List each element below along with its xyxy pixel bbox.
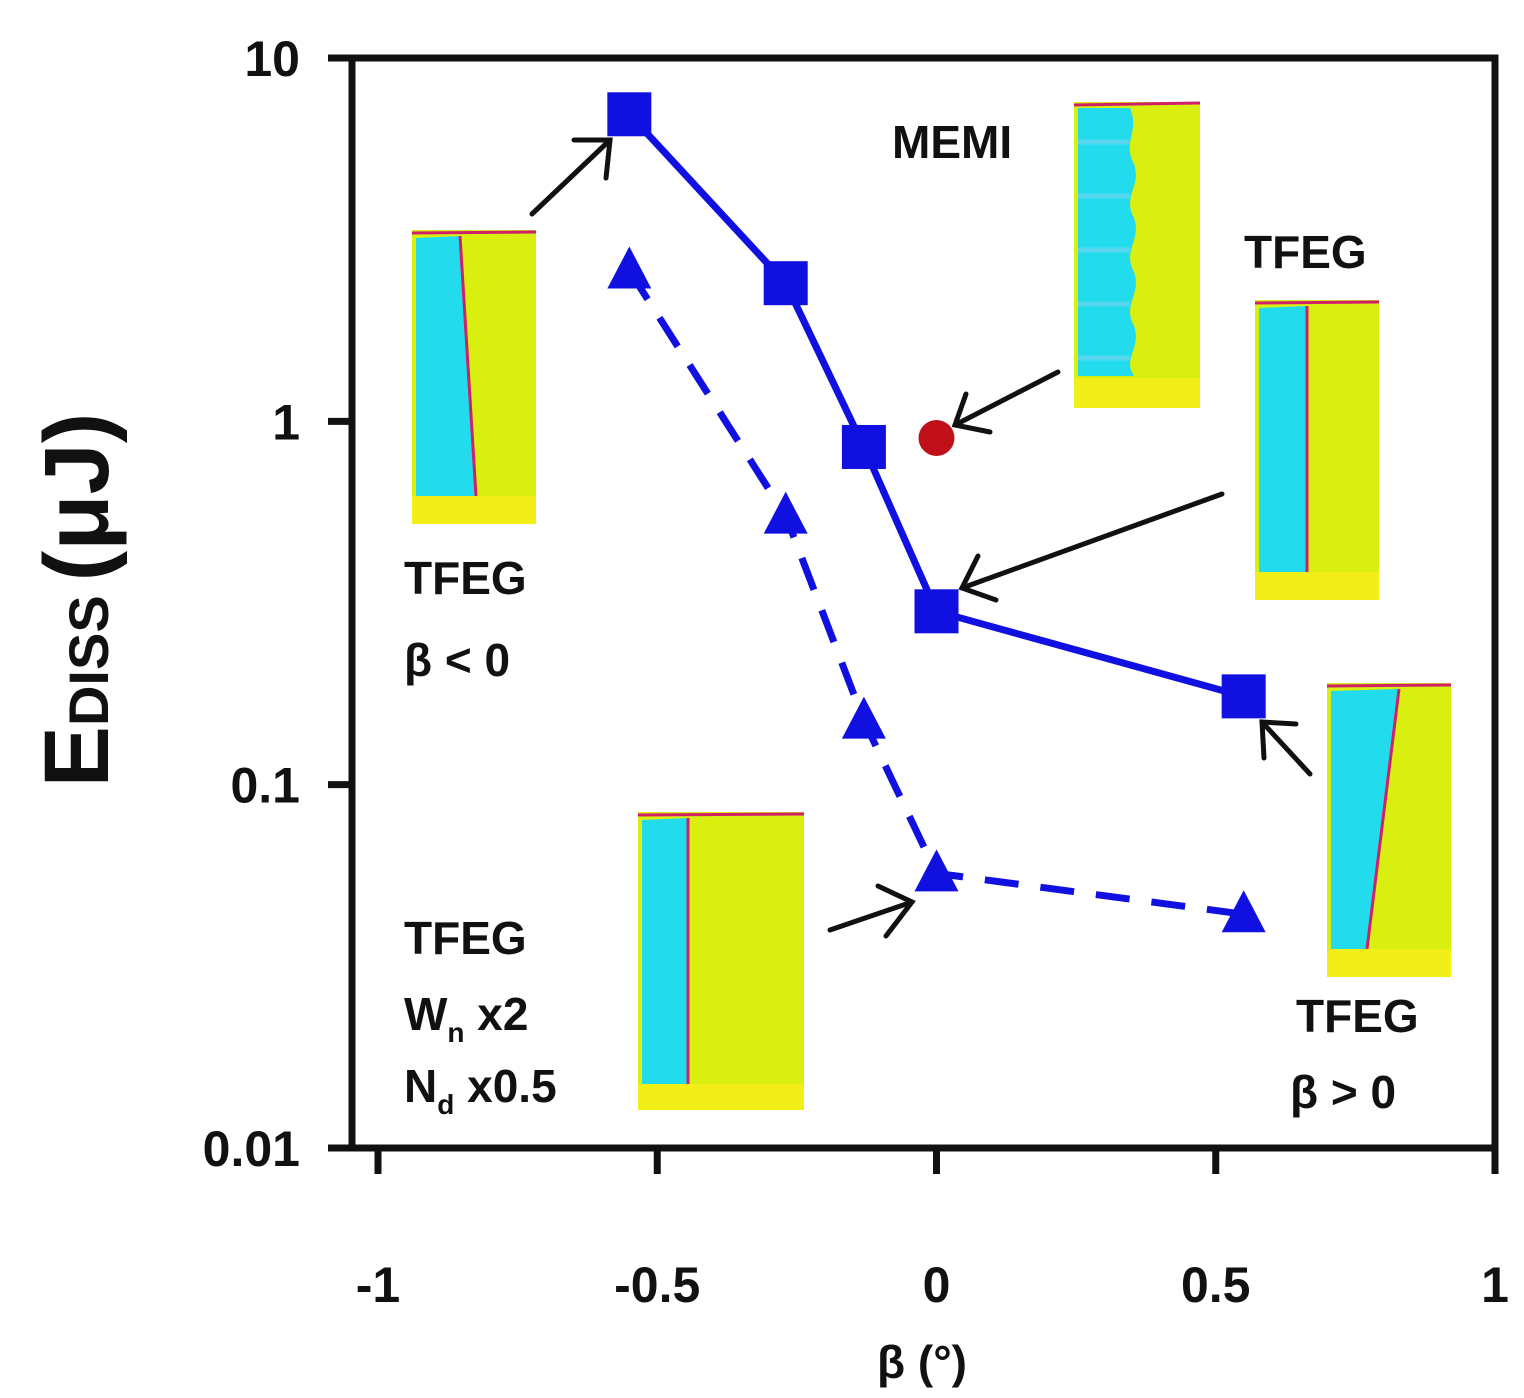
data-point-square <box>914 589 959 634</box>
label-wn-sub: n <box>447 1017 464 1048</box>
label-tfeg-wide-title: TFEG <box>404 912 527 964</box>
label-wn-rest: x2 <box>465 988 529 1040</box>
x-tick-label: -0.5 <box>614 1257 700 1313</box>
data-point-triangle <box>1221 890 1266 933</box>
inset-tfeg-positive-beta <box>1326 683 1452 977</box>
svg-text:EDISS(μJ): EDISS (μJ) <box>26 413 128 788</box>
arrow-to-peak <box>529 137 613 217</box>
inset-memi <box>1073 101 1201 408</box>
label-wn-main: W <box>404 988 448 1040</box>
arrow-to-dashed-zero <box>827 883 916 939</box>
data-point-square <box>1221 674 1266 719</box>
label-nd-sub: d <box>437 1089 454 1120</box>
y-axis-title-main: E <box>26 726 128 787</box>
x-axis-title: β (°) <box>877 1336 967 1388</box>
data-point-square <box>763 261 808 306</box>
data-point-square <box>607 92 652 137</box>
y-tick-label: 10 <box>244 31 300 87</box>
y-tick-label: 0.1 <box>230 758 300 814</box>
label-tfeg-wide-wn: Wn x2 <box>404 988 528 1048</box>
x-tick-label: -1 <box>356 1257 400 1313</box>
series-layer <box>607 92 1266 933</box>
label-tfeg-positive-title: TFEG <box>1296 990 1419 1042</box>
label-nd-main: N <box>404 1060 437 1112</box>
inset-tfeg-wide-n <box>637 812 805 1110</box>
x-tick-label: 1 <box>1481 1257 1509 1313</box>
plot-frame <box>348 54 1499 1152</box>
x-tick-label: 0 <box>923 1257 951 1313</box>
label-tfeg-negative-beta: β < 0 <box>404 634 510 686</box>
arrow-to-memi <box>951 369 1061 435</box>
inset-tfeg-negative-beta <box>411 230 537 524</box>
label-tfeg-negative-title: TFEG <box>404 552 527 604</box>
x-axis-ticks: -1 -0.5 0 0.5 1 <box>356 1148 1509 1313</box>
y-axis-title: EDISS (μJ) <box>26 413 128 788</box>
y-axis-title-sub: DISS <box>57 595 120 726</box>
label-tfeg-positive-beta: β > 0 <box>1290 1066 1396 1118</box>
y-axis-ticks: 0.01 0.1 1 10 <box>203 31 352 1177</box>
y-tick-label: 1 <box>272 394 300 450</box>
label-tfeg-wide-nd: Nd x0.5 <box>404 1060 557 1120</box>
data-point-triangle <box>607 246 652 289</box>
x-tick-label: 0.5 <box>1181 1257 1251 1313</box>
data-point-triangle <box>841 696 886 739</box>
label-nd-rest: x0.5 <box>454 1060 556 1112</box>
data-point-memi <box>918 419 955 456</box>
data-point-triangle <box>914 849 959 892</box>
arrow-to-zero <box>958 491 1225 603</box>
y-axis-title-unit: (μJ) <box>26 413 128 582</box>
y-tick-label: 0.01 <box>203 1121 300 1177</box>
annotation-arrows <box>529 137 1313 939</box>
data-point-triangle <box>763 491 808 534</box>
arrow-to-positive <box>1259 719 1313 777</box>
data-point-square <box>841 424 886 469</box>
label-memi: MEMI <box>892 116 1012 168</box>
label-tfeg-right-top: TFEG <box>1244 226 1367 278</box>
inset-tfeg-zero-beta <box>1254 300 1380 600</box>
